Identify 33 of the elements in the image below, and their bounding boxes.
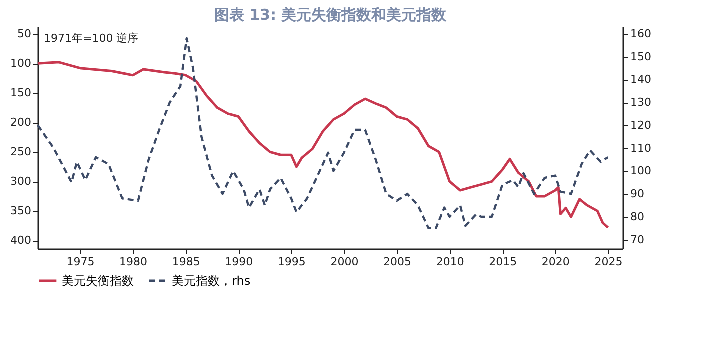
x-tick-label: 2015 [489, 256, 518, 268]
x-tick-label: 2005 [384, 256, 412, 268]
x-tick-label: 2025 [594, 256, 623, 268]
x-tick-label: 2020 [542, 256, 570, 268]
y2-tick-label: 140 [630, 73, 652, 86]
x-tick-label: 1980 [120, 256, 148, 268]
legend-label: 美元指数，rhs [172, 274, 251, 288]
x-tick-label: 1985 [172, 256, 200, 268]
y2-tick-label: 110 [630, 142, 652, 155]
y2-tick-label: 70 [630, 233, 644, 246]
y-tick-label: 350 [10, 204, 32, 218]
y2-tick-label: 80 [630, 210, 644, 224]
y-tick-label: 250 [10, 146, 32, 159]
y2-tick-label: 150 [630, 50, 652, 64]
x-tick-label: 1990 [225, 256, 254, 268]
y-tick-label: 300 [10, 175, 32, 188]
x-tick-label: 1975 [66, 256, 95, 268]
y2-tick-label: 120 [630, 118, 652, 132]
chart-title: 图表 13: 美元失衡指数和美元指数 [214, 6, 448, 24]
y-tick-label: 150 [10, 86, 32, 100]
y2-tick-label: 160 [630, 27, 652, 40]
y2-tick-label: 130 [630, 96, 652, 110]
y-tick-label: 100 [10, 57, 32, 70]
y2-tick-label: 100 [630, 164, 652, 178]
y-tick-label: 400 [10, 234, 32, 248]
y-tick-label: 200 [10, 116, 32, 130]
x-tick-label: 1995 [278, 256, 306, 268]
x-tick-label: 2000 [330, 256, 359, 268]
annotation: 1971年=100 逆序 [44, 32, 139, 45]
x-tick-label: 2010 [436, 256, 464, 268]
y2-tick-label: 90 [630, 188, 644, 201]
y-tick-label: 50 [18, 28, 32, 41]
legend-label: 美元失衡指数 [62, 274, 134, 288]
